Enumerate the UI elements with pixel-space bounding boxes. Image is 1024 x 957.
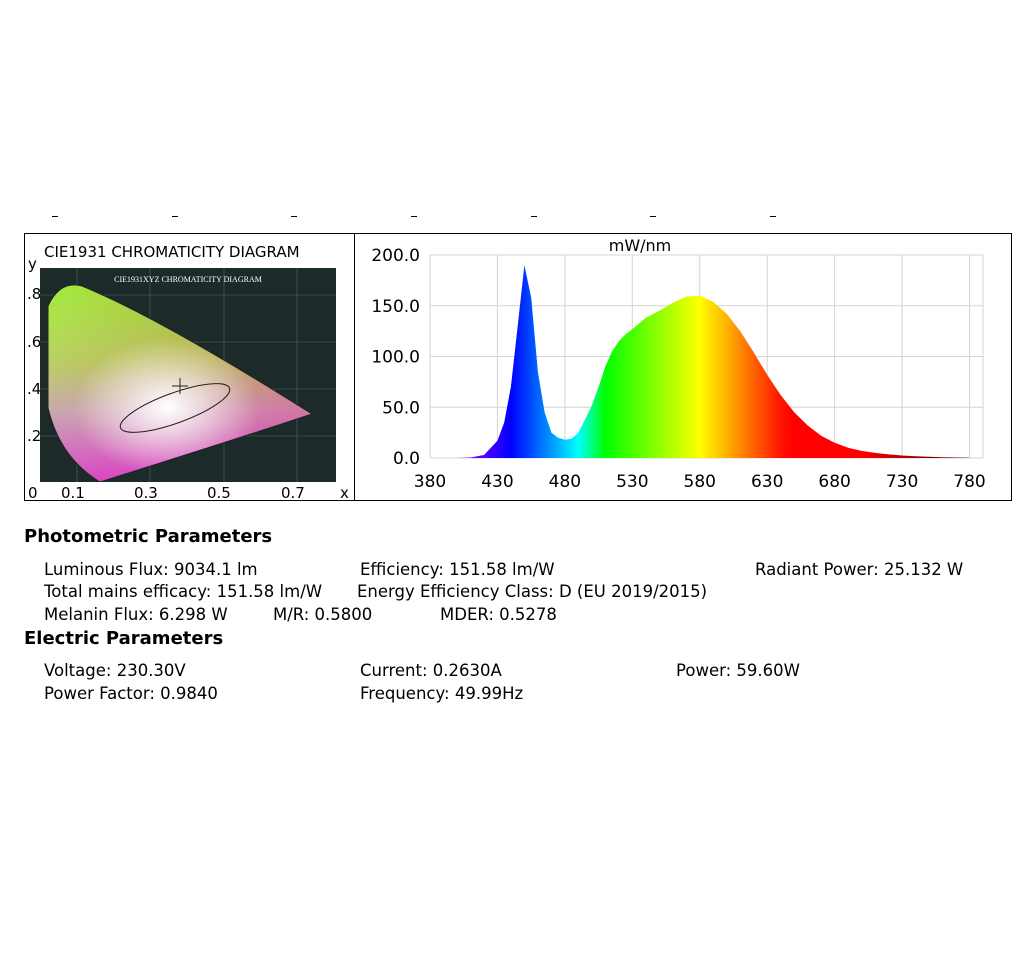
cie-y-tick: .4	[27, 380, 42, 398]
cie-inner-title: CIE1931XYZ CHROMATICITY DIAGRAM	[114, 275, 262, 284]
spectrum-chart: 380 430 480 530 580 630 680 730 780 200.0 150.0 100…	[371, 236, 985, 492]
cie-chromaticity-image: CIE1931XYZ CHROMATICITY DIAGRAM	[40, 268, 336, 482]
power-factor: Power Factor: 0.9840	[44, 684, 218, 703]
spectrum-area	[456, 265, 970, 458]
x-tick-label: 780	[953, 472, 985, 492]
mr-ratio: M/R: 0.5800	[273, 605, 373, 624]
y-tick-label: 150.0	[371, 297, 420, 317]
cie-x-tick: 0.3	[134, 484, 158, 502]
current: Current: 0.2630A	[360, 661, 502, 680]
mder: MDER: 0.5278	[440, 605, 557, 624]
cie-x-tick: 0.5	[207, 484, 231, 502]
luminous-flux: Luminous Flux: 9034.1 lm	[44, 560, 258, 579]
cie-y-tick: .6	[27, 333, 42, 351]
y-tick-label: 200.0	[371, 246, 420, 266]
spectrum-y-axis-label: mW/nm	[609, 236, 672, 255]
radiant-power: Radiant Power: 25.132 W	[755, 560, 964, 579]
cie-y-tick: .2	[27, 427, 42, 445]
top-tick	[770, 216, 776, 217]
y-tick-label: 50.0	[382, 398, 420, 418]
photometric-heading: Photometric Parameters	[24, 526, 273, 547]
x-tick-label: 480	[549, 472, 581, 492]
y-tick-label: 100.0	[371, 348, 420, 368]
power: Power: 59.60W	[676, 661, 800, 680]
spectrum-ticks: 380 430 480 530 580 630 680 730 780 200.0 150.0 100…	[371, 246, 985, 492]
top-tick	[411, 216, 417, 217]
efficiency: Efficiency: 151.58 lm/W	[360, 560, 555, 579]
y-tick-label: 0.0	[393, 449, 420, 469]
top-tick	[291, 216, 297, 217]
voltage: Voltage: 230.30V	[44, 661, 186, 680]
top-tick	[52, 216, 58, 217]
electric-heading: Electric Parameters	[24, 628, 224, 649]
cie-x-tick: 0.7	[281, 484, 305, 502]
x-tick-label: 680	[818, 472, 850, 492]
x-tick-label: 580	[684, 472, 716, 492]
chart-frame	[24, 233, 1012, 501]
cie-y-tick: .8	[27, 285, 42, 303]
frequency: Frequency: 49.99Hz	[360, 684, 524, 703]
cie-planckian-locus	[119, 378, 231, 433]
x-tick-label: 530	[616, 472, 648, 492]
top-tick	[531, 216, 537, 217]
top-tick	[650, 216, 656, 217]
x-tick-label: 630	[751, 472, 783, 492]
top-tick	[172, 216, 178, 217]
energy-efficiency-class: Energy Efficiency Class: D (EU 2019/2015…	[357, 582, 708, 601]
x-tick-label: 380	[414, 472, 446, 492]
cie-x-tick: 0	[28, 484, 38, 502]
cie-x-axis-label: x	[340, 484, 349, 502]
total-mains-efficacy: Total mains efficacy: 151.58 lm/W	[44, 582, 323, 601]
panel-divider	[354, 233, 355, 501]
cie-y-axis-label: y	[28, 255, 37, 273]
cie-x-tick: 0.1	[61, 484, 85, 502]
melanin-flux: Melanin Flux: 6.298 W	[44, 605, 228, 624]
x-tick-label: 430	[481, 472, 513, 492]
x-tick-label: 730	[886, 472, 918, 492]
cie-title: CIE1931 CHROMATICITY DIAGRAM	[44, 243, 300, 261]
